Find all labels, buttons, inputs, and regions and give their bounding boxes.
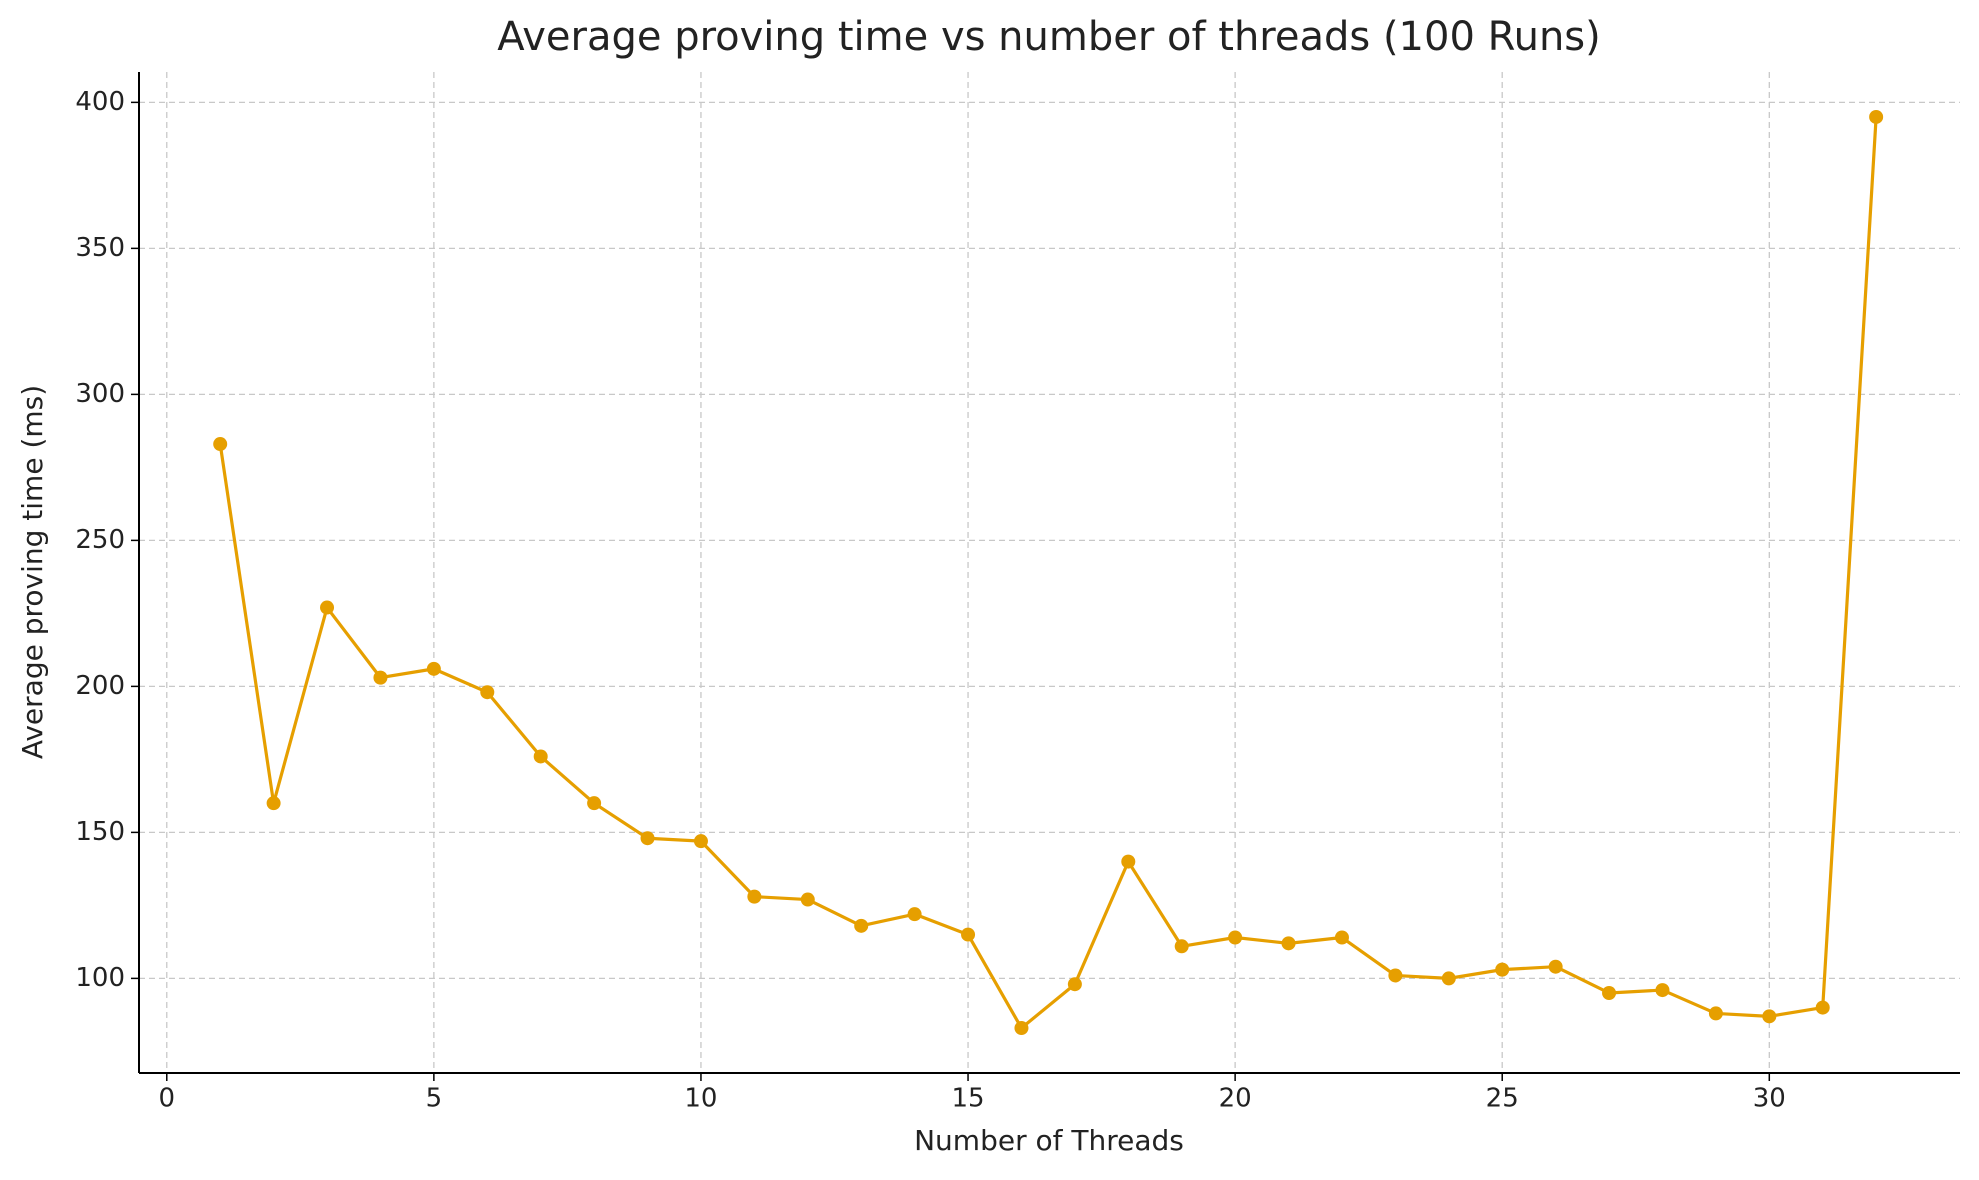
point: [1121, 854, 1136, 869]
point: [1014, 1021, 1029, 1036]
point: [854, 918, 869, 933]
x-tick-label: 20: [1219, 1084, 1252, 1114]
point: [800, 892, 815, 907]
x-tick-label: 10: [684, 1084, 717, 1114]
point: [693, 834, 708, 849]
point: [1548, 959, 1563, 974]
point: [1334, 930, 1349, 945]
point: [747, 889, 762, 904]
y-tick-label: 250: [75, 525, 125, 555]
x-tick-label: 0: [159, 1084, 176, 1114]
point: [640, 831, 655, 846]
y-tick-label: 350: [75, 233, 125, 263]
point: [1174, 939, 1189, 954]
point: [961, 927, 976, 942]
point: [533, 749, 548, 764]
point: [1388, 968, 1403, 983]
point: [1067, 977, 1082, 992]
point: [1708, 1006, 1723, 1021]
x-tick-label: 25: [1486, 1084, 1519, 1114]
y-axis-label: Average proving time (ms): [16, 385, 49, 759]
x-axis-label: Number of Threads: [914, 1124, 1184, 1157]
y-tick-label: 100: [75, 963, 125, 993]
point: [1815, 1000, 1830, 1015]
point: [320, 600, 335, 615]
y-tick-label: 300: [75, 379, 125, 409]
point: [213, 437, 228, 452]
point: [1281, 936, 1296, 951]
point: [1869, 109, 1884, 124]
point: [587, 796, 602, 811]
point: [1655, 983, 1670, 998]
line: [218, 116, 1878, 1030]
point: [1762, 1009, 1777, 1024]
y-tick-label: 200: [75, 671, 125, 701]
x-tick-label: 30: [1753, 1084, 1786, 1114]
x-tick-label: 5: [426, 1084, 443, 1114]
point: [1228, 930, 1243, 945]
y-tick-label: 400: [75, 87, 125, 117]
point: [373, 670, 388, 685]
point: [266, 796, 281, 811]
point: [1495, 962, 1510, 977]
point: [1602, 985, 1617, 1000]
chart-title: Average proving time vs number of thread…: [497, 14, 1601, 60]
point: [907, 907, 922, 922]
x-tick-label: 15: [951, 1084, 984, 1114]
point: [480, 685, 495, 700]
point: [426, 661, 441, 676]
point: [1441, 971, 1456, 986]
y-tick-label: 150: [75, 817, 125, 847]
